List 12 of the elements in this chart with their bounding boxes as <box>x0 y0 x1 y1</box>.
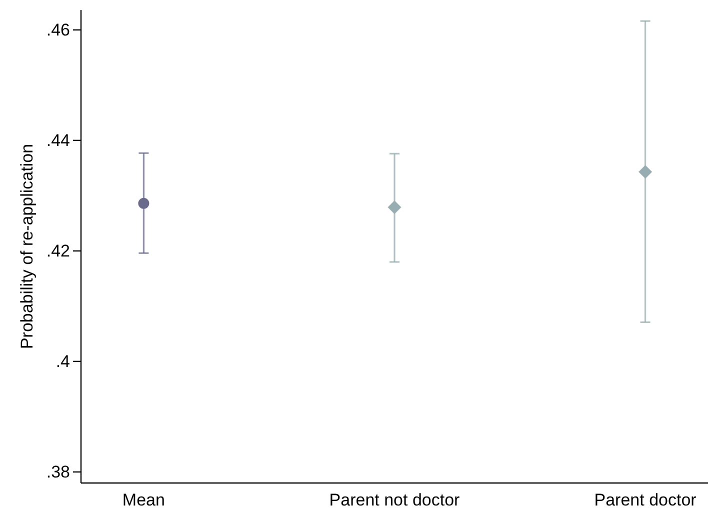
x-tick-label: Parent doctor <box>594 490 697 510</box>
x-tick-label: Parent not doctor <box>329 490 460 510</box>
x-tick-label: Mean <box>122 490 165 510</box>
point <box>638 165 652 179</box>
y-tick-label: .46 <box>46 20 70 40</box>
y-axis-title: Probability of re-application <box>18 144 36 350</box>
y-tick-label: .4 <box>56 352 70 371</box>
y-tick-label: .38 <box>46 462 70 482</box>
point <box>388 200 402 214</box>
y-tick-label: .42 <box>46 241 70 260</box>
y-tick-label: .44 <box>46 130 70 150</box>
point <box>138 198 150 209</box>
